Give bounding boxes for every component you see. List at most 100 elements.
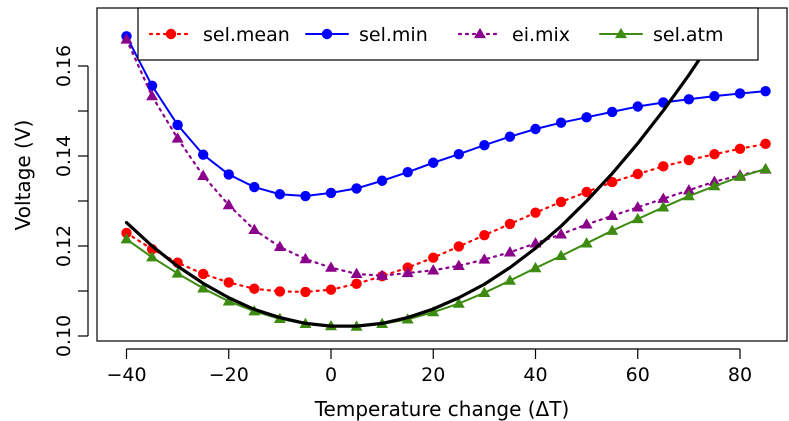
data-point: [709, 90, 720, 102]
legend-box: [137, 7, 759, 61]
data-point: [503, 246, 516, 257]
data-point: [606, 106, 618, 118]
data-point: [376, 269, 389, 280]
legend: sel.mean sel.min ei.mix sel.atm: [137, 7, 759, 61]
data-point: [120, 33, 133, 44]
data-point: [249, 181, 260, 193]
data-point: [504, 218, 516, 230]
data-point: [120, 233, 133, 244]
data-point: [197, 282, 210, 293]
data-point: [631, 212, 644, 224]
data-point: [273, 240, 286, 252]
x-tick-label: 20: [421, 364, 445, 386]
data-point: [452, 297, 465, 308]
data-point: [197, 169, 210, 180]
legend-item-sel-atm: sel.atm: [599, 24, 724, 46]
data-point: [760, 138, 771, 150]
legend-marker: [321, 28, 333, 40]
data-point: [581, 186, 592, 198]
legend-marker: [165, 28, 177, 40]
data-point: [249, 283, 260, 294]
data-point: [606, 224, 619, 235]
data-point: [452, 259, 465, 270]
data-point: [351, 183, 362, 194]
x-axis: −40 −20 0 20 40 60 80: [106, 348, 752, 386]
data-point: [299, 252, 312, 264]
data-point: [632, 168, 643, 180]
data-point: [402, 167, 413, 178]
series-black-curve: [124, 8, 735, 328]
data-point: [146, 251, 159, 262]
x-tick-label: 40: [523, 364, 547, 386]
x-tick-label: 80: [728, 364, 752, 386]
legend-item-sel-min: sel.min: [305, 24, 428, 46]
data-point: [606, 209, 619, 220]
data-point: [479, 140, 490, 151]
data-point: [580, 237, 593, 248]
data-point: [682, 184, 695, 195]
series-sel-mean: [121, 138, 771, 298]
data-point: [274, 286, 286, 297]
data-point: [708, 180, 721, 191]
data-point: [734, 143, 746, 154]
x-tick-label: 0: [325, 364, 337, 386]
y-tick-label: 0.14: [53, 135, 75, 177]
data-point: [248, 223, 261, 234]
data-point: [555, 196, 567, 208]
legend-label: sel.mean: [203, 24, 290, 46]
series-layer: [120, 8, 772, 331]
data-point: [453, 241, 465, 252]
data-point: [530, 123, 541, 135]
data-point: [503, 274, 516, 285]
data-point: [172, 119, 183, 131]
x-tick-label: 60: [626, 364, 650, 386]
data-point: [300, 190, 311, 202]
legend-label: sel.atm: [653, 24, 724, 46]
series-sel-atm: [120, 162, 772, 331]
data-point: [709, 149, 720, 160]
data-point: [478, 253, 491, 264]
data-point: [376, 175, 388, 186]
y-tick-label: 0.16: [53, 45, 75, 87]
series-sel-min: [121, 31, 771, 202]
data-point: [171, 267, 184, 278]
data-point: [427, 306, 440, 317]
data-point: [478, 286, 491, 297]
legend-marker: [615, 27, 627, 39]
data-point: [197, 268, 209, 280]
data-point: [606, 176, 618, 188]
data-point: [555, 117, 567, 128]
data-point: [350, 267, 363, 279]
data-point: [453, 149, 465, 160]
data-point: [197, 149, 209, 160]
data-point: [325, 284, 337, 295]
data-point: [759, 162, 772, 174]
data-point: [555, 228, 568, 239]
data-point: [504, 131, 516, 142]
y-tick-label: 0.10: [53, 315, 75, 357]
data-point: [479, 230, 490, 241]
data-point: [734, 170, 746, 181]
data-point: [530, 207, 541, 218]
series-line: [124, 8, 735, 328]
series-line: [125, 142, 767, 293]
y-axis-title: Voltage (V): [11, 120, 35, 231]
data-point: [325, 261, 337, 272]
y-axis: 0.10 0.12 0.14 0.16: [53, 45, 89, 357]
data-point: [658, 161, 669, 172]
data-point: [274, 189, 286, 200]
legend-label: ei.mix: [512, 24, 570, 46]
data-point: [631, 201, 644, 212]
data-point: [632, 101, 643, 112]
data-point: [683, 94, 695, 105]
data-point: [171, 132, 184, 143]
data-point: [657, 192, 670, 203]
data-point: [734, 88, 746, 99]
data-point: [555, 249, 568, 261]
series-ei-mix: [120, 33, 772, 280]
data-point: [682, 189, 695, 201]
data-point: [529, 261, 542, 273]
data-point: [580, 218, 593, 229]
data-point: [581, 112, 592, 123]
